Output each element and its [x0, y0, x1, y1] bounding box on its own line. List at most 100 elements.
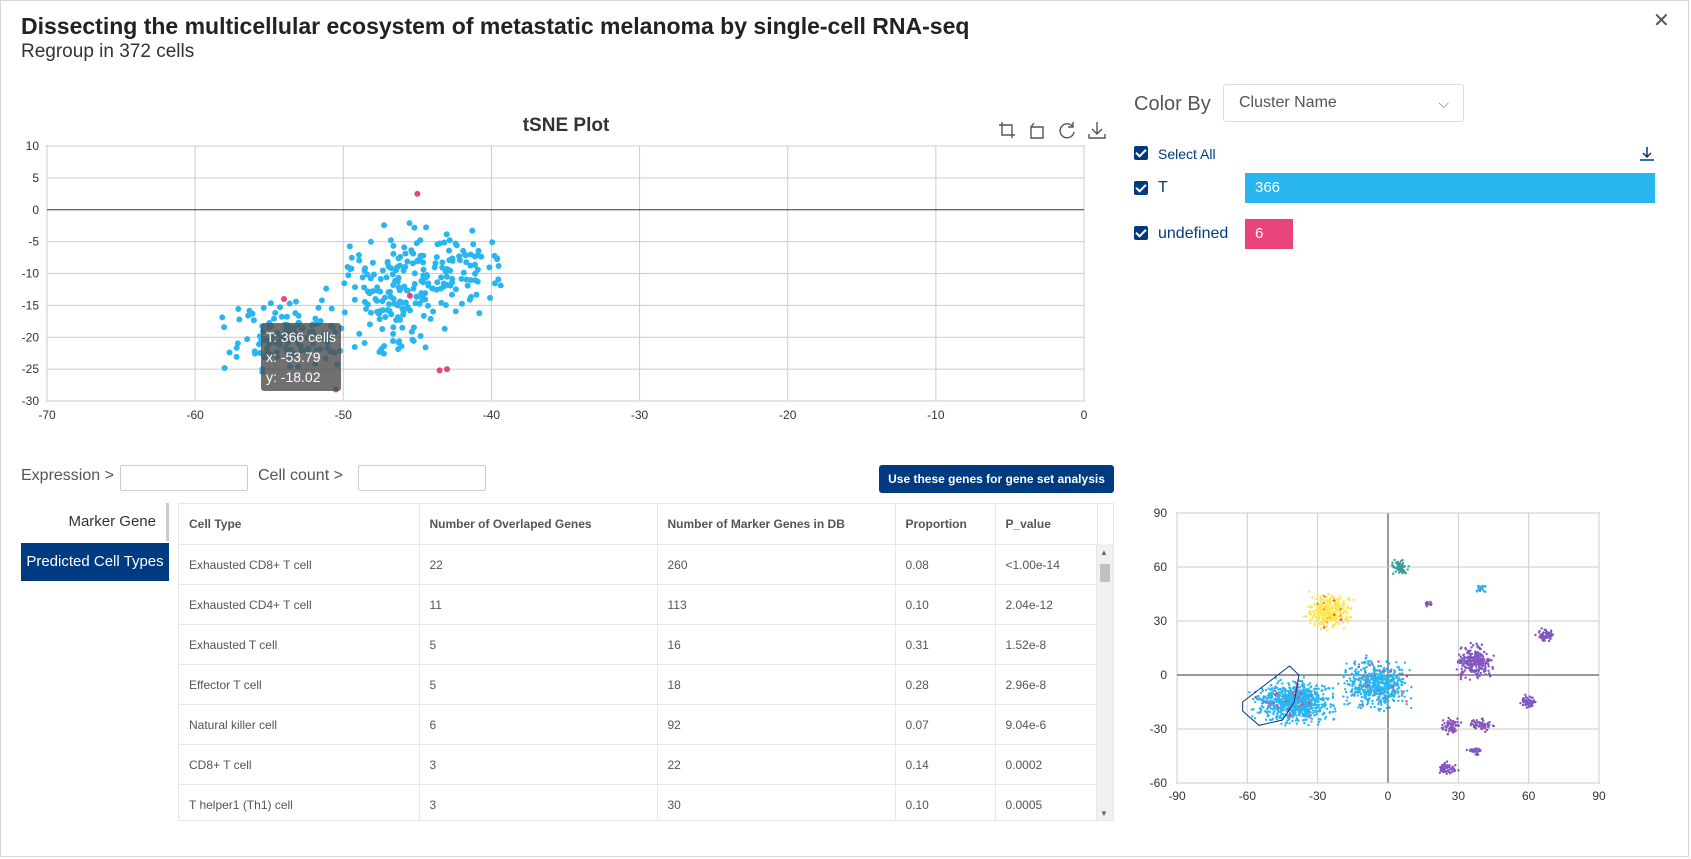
mini-data-point	[1328, 710, 1332, 714]
table-row[interactable]: Exhausted CD4+ T cell 11 113 0.10 2.04e-…	[179, 584, 1098, 625]
proportion: 0.14	[895, 744, 996, 785]
data-point-t	[401, 244, 408, 251]
close-icon[interactable]: ✕	[1653, 10, 1670, 32]
download-icon[interactable]	[1086, 119, 1108, 141]
mini-data-point	[1294, 711, 1297, 714]
proportion: 0.08	[895, 544, 996, 585]
data-point-t	[441, 239, 448, 246]
mini-data-point	[1332, 718, 1335, 721]
data-point-t	[381, 342, 388, 349]
mini-data-point	[1378, 669, 1381, 672]
col-header-overlap-genes[interactable]: Number of Overlaped Genes	[419, 504, 658, 545]
col-header-p-value[interactable]: P_value	[995, 504, 1098, 545]
data-point-t	[470, 241, 477, 248]
data-point-t	[449, 291, 456, 298]
mini-data-point	[1456, 720, 1459, 724]
mini-data-point	[1391, 685, 1394, 689]
mini-data-point	[1319, 607, 1323, 610]
mini-data-point	[1382, 693, 1385, 696]
tab-predicted-cell-types[interactable]: Predicted Cell Types	[21, 543, 169, 581]
mini-data-point	[1365, 654, 1368, 657]
mini-data-point	[1480, 663, 1484, 666]
mini-data-point	[1327, 697, 1330, 700]
mini-data-point	[1477, 670, 1480, 673]
mini-data-point	[1459, 721, 1463, 724]
refresh-icon[interactable]	[1056, 119, 1078, 141]
table-row[interactable]: Effector T cell 5 18 0.28 2.96e-8	[179, 664, 1098, 705]
p-value: 0.0002	[995, 744, 1098, 785]
mini-data-point	[1409, 697, 1413, 700]
table-scrollbar[interactable]: ▲ ▼	[1096, 544, 1113, 820]
mini-data-point	[1351, 688, 1354, 691]
mini-data-point	[1275, 700, 1278, 703]
mini-data-point	[1478, 589, 1482, 593]
mini-data-point	[1277, 680, 1280, 683]
mini-data-point	[1254, 696, 1257, 699]
tsne-scatter-plot[interactable]: -70 -60 -50 -40 -30 -20 -10 0 10 5 0 -5 -10 -15 -20 -25…	[1, 141, 1111, 451]
table-row[interactable]: T helper1 (Th1) cell 3 30 0.10 0.0005	[179, 784, 1098, 820]
col-header-marker-genes[interactable]: Number of Marker Genes in DB	[657, 504, 896, 545]
x-tick-label: -20	[779, 408, 797, 422]
y-tick-label: -30	[22, 394, 40, 408]
col-header-cell-type[interactable]: Cell Type	[179, 504, 420, 545]
legend-checkbox-t[interactable]	[1134, 181, 1148, 195]
mini-data-point	[1276, 713, 1279, 716]
select-all-checkbox[interactable]	[1134, 146, 1148, 160]
mini-data-point	[1475, 642, 1478, 645]
mini-data-point	[1354, 677, 1357, 681]
mini-data-point	[1301, 703, 1304, 706]
mini-data-point	[1320, 603, 1324, 606]
data-point-t	[411, 270, 418, 277]
color-by-select[interactable]: Cluster Name ⌵	[1223, 84, 1464, 122]
scrollbar-thumb[interactable]	[1100, 564, 1110, 582]
data-point-t	[453, 242, 460, 249]
cellcount-filter-input[interactable]	[358, 465, 486, 491]
y-tick-label: 10	[26, 141, 40, 153]
mini-data-point	[1308, 710, 1311, 714]
data-point-t	[384, 259, 391, 266]
data-point-t	[449, 255, 456, 262]
legend-checkbox-undefined[interactable]	[1134, 226, 1148, 240]
mini-data-point	[1261, 688, 1264, 691]
zoom-select-icon[interactable]	[996, 119, 1018, 141]
table-row[interactable]: Exhausted T cell 5 16 0.31 1.52e-8	[179, 624, 1098, 665]
table-row[interactable]: Natural killer cell 6 92 0.07 9.04e-6	[179, 704, 1098, 745]
mini-data-point	[1316, 594, 1320, 598]
mini-data-point	[1454, 764, 1457, 767]
mini-data-point	[1316, 693, 1319, 696]
table-row[interactable]: CD8+ T cell 3 22 0.14 0.0002	[179, 744, 1098, 785]
mini-data-point	[1316, 703, 1319, 707]
mini-data-point	[1324, 703, 1327, 707]
expression-filter-input[interactable]	[120, 465, 248, 491]
mini-data-point	[1550, 633, 1553, 636]
mini-data-point	[1337, 600, 1341, 603]
scroll-down-icon[interactable]: ▼	[1100, 809, 1108, 818]
mini-data-point	[1326, 608, 1329, 611]
cell-type: Exhausted CD4+ T cell	[179, 584, 420, 625]
mini-data-point	[1476, 584, 1480, 588]
data-point-t	[292, 298, 299, 305]
tab-marker-gene[interactable]: Marker Gene	[21, 503, 169, 541]
mini-data-point	[1329, 705, 1332, 709]
mini-data-point	[1368, 685, 1372, 689]
data-point-t	[413, 293, 420, 300]
mini-data-point	[1345, 662, 1348, 665]
download-icon[interactable]	[1638, 145, 1656, 163]
data-point-t	[469, 227, 476, 234]
mini-data-point	[1320, 706, 1324, 709]
mini-data-point	[1467, 663, 1470, 667]
table-row[interactable]: Exhausted CD8+ T cell 22 260 0.08 <1.00e…	[179, 544, 1098, 585]
data-point-t	[414, 257, 421, 264]
mini-data-point	[1449, 768, 1453, 771]
mini-data-point	[1299, 694, 1302, 697]
mini-data-point	[1328, 610, 1332, 614]
mini-data-point	[1484, 664, 1487, 667]
gene-set-analysis-button[interactable]: Use these genes for gene set analysis	[879, 465, 1114, 493]
mini-data-point	[1398, 672, 1401, 675]
zoom-reset-icon[interactable]	[1026, 119, 1048, 141]
mini-data-point	[1486, 662, 1490, 666]
scroll-up-icon[interactable]: ▲	[1100, 548, 1108, 557]
col-header-proportion[interactable]: Proportion	[895, 504, 996, 545]
mini-data-point	[1399, 679, 1402, 682]
